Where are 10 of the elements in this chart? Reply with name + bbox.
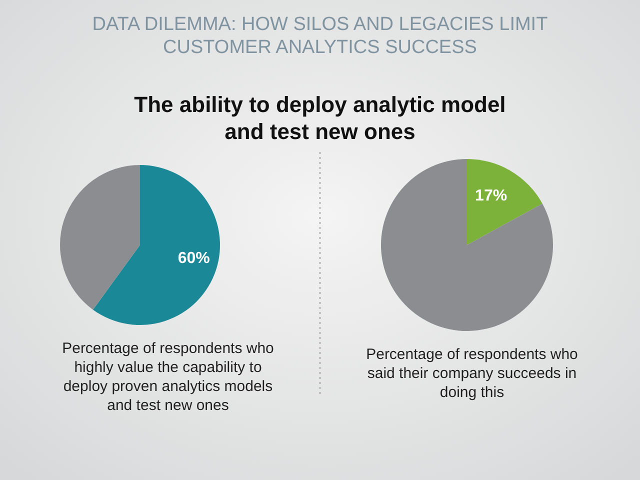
text: Percentage of respondents who highly value the capability to deploy proven analytics models and test new ones: [62, 340, 274, 414]
text: DATA DILEMMA: HOW SILOS AND LEGACIES LIMIT CUSTOMER ANALYTICS SUCCESS: [92, 14, 548, 58]
text: The ability to deploy analytic model and test new ones: [134, 92, 506, 144]
pie-slice: [92, 165, 220, 325]
data-label: 60%: [178, 250, 210, 267]
pie-slice: [467, 159, 542, 245]
pie-slice: [60, 165, 140, 310]
data-label: 17%: [475, 188, 508, 205]
pie-slice: [381, 159, 553, 331]
text: Percentage of respondents who said their company succeeds in doing this: [366, 346, 578, 401]
